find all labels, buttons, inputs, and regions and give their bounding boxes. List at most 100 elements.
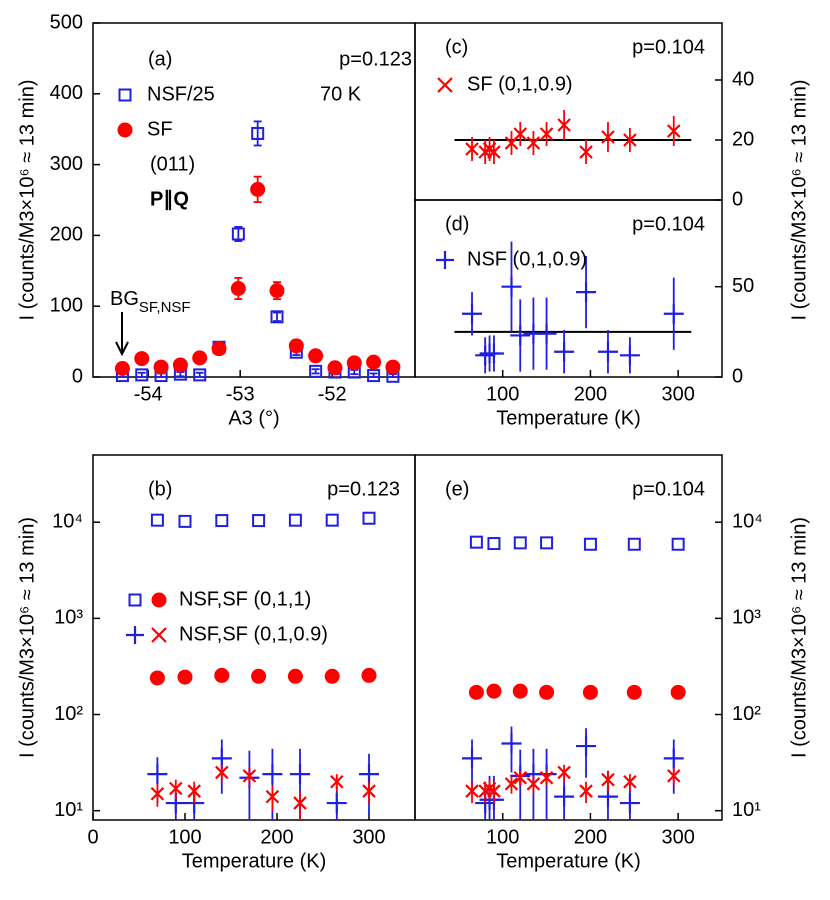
marker-square: [487, 537, 501, 551]
x-tick-label: 200: [574, 383, 607, 405]
x-tick-label: 300: [352, 826, 385, 848]
marker-x: [579, 145, 593, 159]
marker-circle: [361, 667, 377, 683]
x-axis-label: A3 (°): [228, 407, 279, 429]
marker-x: [265, 789, 280, 804]
marker-circle: [211, 341, 227, 357]
x-tick-label: -52: [318, 383, 347, 405]
marker-circle: [114, 361, 130, 377]
marker-circle: [308, 348, 324, 364]
plot-frame: [92, 22, 416, 378]
marker-plus: [290, 764, 310, 785]
marker-square: [270, 310, 284, 324]
y-tick-label: 10²: [54, 703, 83, 725]
marker-square: [671, 537, 685, 551]
marker-plus: [554, 341, 575, 362]
marker-x: [151, 627, 167, 643]
marker-circle: [288, 338, 304, 354]
legend-label: NSF,SF (0,1,1): [179, 588, 311, 610]
marker-circle: [134, 351, 150, 367]
marker-square: [128, 593, 142, 607]
marker-x: [330, 774, 344, 789]
y-axis-label: I (counts/M3×10⁶ ≈ 13 min): [788, 80, 810, 321]
marker-square: [362, 511, 376, 525]
marker-square: [178, 514, 192, 528]
x-tick-label: -53: [226, 383, 255, 405]
marker-circle: [582, 684, 598, 700]
y-tick-label: 300: [50, 153, 83, 175]
annotation: p=0.104: [632, 36, 705, 58]
marker-circle: [324, 668, 340, 684]
marker-circle: [385, 359, 401, 375]
marker-x: [437, 77, 453, 93]
annotation: p=0.104: [632, 478, 705, 500]
annotation: (c): [445, 36, 468, 58]
marker-x: [526, 777, 541, 791]
annotation: (a): [148, 48, 172, 70]
marker-plus: [576, 736, 597, 757]
y-tick-label: 10²: [732, 703, 761, 725]
marker-circle: [539, 684, 555, 700]
y-tick-label: 10³: [54, 607, 83, 629]
marker-x: [601, 130, 615, 144]
marker-circle: [172, 357, 188, 373]
x-tick-label: 300: [661, 826, 694, 848]
y-tick-label: 10⁴: [52, 510, 83, 532]
marker-square: [215, 514, 229, 528]
y-axis-label: I (counts/M3×10⁶ ≈ 13 min): [16, 80, 38, 321]
marker-circle: [149, 670, 165, 686]
x-tick-label: -54: [134, 383, 163, 405]
y-tick-label: 20: [732, 128, 754, 150]
marker-square: [135, 368, 149, 382]
y-tick-label: 200: [50, 224, 83, 246]
x-tick-label: 200: [574, 826, 607, 848]
marker-circle: [151, 592, 167, 608]
marker-plus: [462, 748, 483, 769]
x-tick-label: 200: [260, 826, 293, 848]
y-tick-label: 500: [50, 11, 83, 33]
marker-circle: [117, 122, 133, 138]
marker-x: [539, 127, 554, 141]
marker-x: [539, 770, 554, 785]
y-axis-label: I (counts/M3×10⁶ ≈ 13 min): [16, 517, 38, 758]
marker-circle: [512, 683, 528, 699]
y-tick-label: 0: [732, 365, 743, 387]
x-axis-label: Temperature (K): [496, 850, 641, 872]
marker-square: [627, 537, 641, 551]
y-tick-label: 10¹: [732, 799, 761, 821]
plot-frame: [414, 199, 723, 378]
marker-square: [252, 514, 266, 528]
y-tick-label: 0: [72, 365, 83, 387]
legend-label: NSF/25: [147, 83, 215, 105]
bg-label: BGSF,NSF: [110, 288, 191, 316]
y-tick-label: 10⁴: [732, 510, 763, 532]
marker-plus: [462, 303, 483, 324]
annotation: p=0.104: [632, 213, 705, 235]
marker-circle: [269, 283, 285, 299]
y-tick-label: 50: [732, 275, 754, 297]
marker-x: [513, 770, 528, 785]
marker-plus: [359, 764, 379, 785]
marker-plus: [619, 793, 640, 814]
x-tick-label: 0: [87, 826, 98, 848]
legend-label: SF: [147, 118, 173, 140]
marker-square: [583, 537, 597, 551]
marker-square: [540, 536, 554, 550]
annotation: p=0.123: [339, 48, 412, 70]
x-tick-label: 100: [168, 826, 201, 848]
marker-plus: [554, 786, 575, 807]
marker-square: [251, 126, 265, 140]
legend-label: NSF (0,1,0.9): [467, 248, 587, 270]
marker-x: [526, 136, 541, 150]
marker-plus: [436, 251, 454, 269]
marker-plus: [475, 345, 496, 366]
marker-plus: [576, 282, 597, 303]
y-tick-label: 400: [50, 82, 83, 104]
marker-x: [465, 142, 479, 156]
annotation: (e): [445, 478, 469, 500]
bg-label-main: BG: [110, 288, 139, 310]
marker-x: [487, 145, 501, 159]
marker-plus: [663, 303, 684, 324]
marker-plus: [326, 793, 347, 814]
marker-plus: [483, 343, 504, 364]
